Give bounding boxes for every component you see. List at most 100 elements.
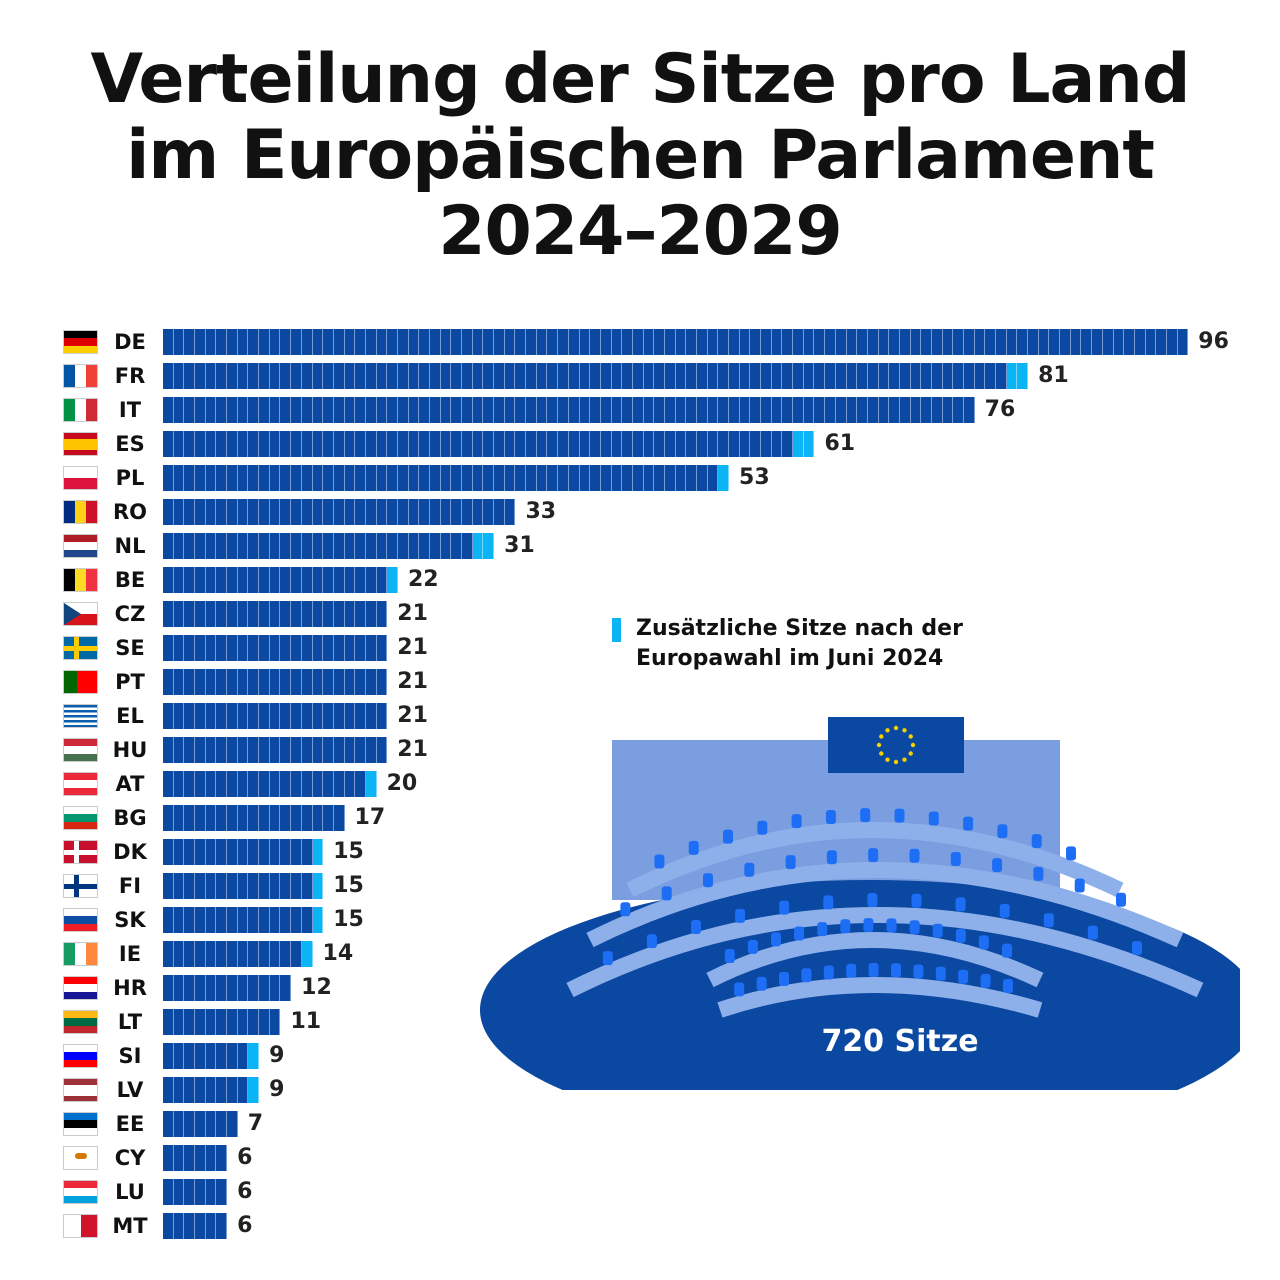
- extra-seat-mark: [793, 431, 804, 457]
- member-seat: [823, 895, 834, 910]
- member-seat: [958, 969, 969, 984]
- flag-cy-icon: [63, 1146, 98, 1170]
- seat-mark: [419, 363, 430, 389]
- seat-mark: [355, 567, 366, 593]
- seat-mark: [280, 771, 292, 797]
- seat-mark: [910, 329, 922, 355]
- seat-mark: [237, 975, 249, 1001]
- seat-mark: [483, 465, 495, 491]
- seat-mark: [291, 669, 302, 695]
- seat-mark: [590, 397, 601, 423]
- member-seat: [791, 814, 802, 829]
- country-code-label: FI: [118, 874, 142, 898]
- seat-mark: [312, 635, 324, 661]
- seat-mark: [344, 499, 356, 525]
- seat-mark: [173, 601, 185, 627]
- seat-mark: [269, 635, 281, 661]
- country-row-nl: NL 31: [0, 532, 1280, 559]
- seat-mark: [280, 669, 292, 695]
- seats: [602, 808, 1142, 997]
- seat-mark: [536, 329, 548, 355]
- flag-nl-icon: [63, 534, 98, 558]
- extra-seat-mark: [1017, 363, 1029, 389]
- seat-mark: [301, 635, 313, 661]
- seat-mark: [195, 1213, 206, 1239]
- seat-mark: [654, 329, 665, 355]
- seat-mark: [227, 1111, 238, 1137]
- seat-mark: [280, 907, 292, 933]
- seat-mark: [173, 771, 185, 797]
- country-code-label: MT: [112, 1214, 148, 1238]
- seat-mark: [333, 601, 345, 627]
- seat-mark: [173, 1145, 185, 1171]
- seat-mark: [323, 533, 334, 559]
- seat-mark: [921, 363, 932, 389]
- seat-mark: [387, 329, 398, 355]
- seat-mark: [440, 533, 452, 559]
- seat-mark: [195, 363, 206, 389]
- seat-mark: [195, 941, 206, 967]
- eu-star-icon: [910, 742, 916, 748]
- seat-mark: [173, 397, 185, 423]
- seat-mark: [654, 465, 665, 491]
- seat-mark: [291, 737, 302, 763]
- title-line-3: 2024–2029: [438, 192, 843, 271]
- eu-star-icon: [893, 759, 899, 765]
- extra-seat-mark: [483, 533, 495, 559]
- country-row-bg: BG 17: [0, 804, 1280, 831]
- seat-count-label: 9: [269, 1043, 285, 1068]
- seat-mark: [227, 1043, 238, 1069]
- seat-mark: [526, 397, 537, 423]
- eu-flag: [828, 717, 964, 773]
- seat-mark: [472, 431, 484, 457]
- seat-mark: [163, 1179, 174, 1205]
- seat-mark: [205, 533, 217, 559]
- seat-mark: [227, 771, 238, 797]
- seat-mark: [205, 567, 217, 593]
- seat-mark: [280, 431, 292, 457]
- seat-mark: [910, 397, 922, 423]
- seat-mark: [205, 1179, 217, 1205]
- seat-mark: [964, 397, 975, 423]
- seat-mark: [440, 363, 452, 389]
- seat-mark: [622, 397, 633, 423]
- seat-mark: [184, 941, 196, 967]
- flag-hu-icon: [63, 738, 98, 762]
- seat-count-label: 81: [1038, 363, 1069, 388]
- seat-mark: [686, 465, 697, 491]
- member-seat: [863, 918, 874, 933]
- seat-mark: [707, 397, 719, 423]
- seat-mark: [173, 941, 185, 967]
- seat-mark: [814, 329, 826, 355]
- seat-mark: [163, 499, 174, 525]
- seat-mark: [280, 397, 292, 423]
- seat-count-label: 14: [322, 941, 354, 966]
- seat-mark: [195, 1145, 206, 1171]
- seat-mark: [173, 737, 185, 763]
- seat-mark: [365, 737, 377, 763]
- seat-mark: [205, 329, 217, 355]
- seat-mark: [205, 431, 217, 457]
- seat-mark: [1028, 329, 1039, 355]
- seat-mark: [558, 363, 569, 389]
- seat-mark: [1134, 329, 1146, 355]
- seat-mark: [259, 669, 270, 695]
- seat-mark: [536, 363, 548, 389]
- seat-mark: [664, 465, 676, 491]
- seat-mark: [280, 499, 292, 525]
- seat-mark: [579, 329, 591, 355]
- seat-mark: [504, 465, 516, 491]
- seat-mark: [889, 397, 900, 423]
- seat-mark: [632, 397, 644, 423]
- seat-mark: [718, 329, 730, 355]
- seat-mark: [664, 363, 676, 389]
- seat-mark: [355, 329, 366, 355]
- seat-mark: [782, 397, 794, 423]
- seat-mark: [408, 397, 420, 423]
- seat-mark: [291, 771, 302, 797]
- seat-mark: [237, 363, 249, 389]
- seat-mark: [889, 329, 900, 355]
- seat-mark: [184, 363, 196, 389]
- country-row-dk: DK 15: [0, 838, 1280, 865]
- seat-mark: [237, 635, 249, 661]
